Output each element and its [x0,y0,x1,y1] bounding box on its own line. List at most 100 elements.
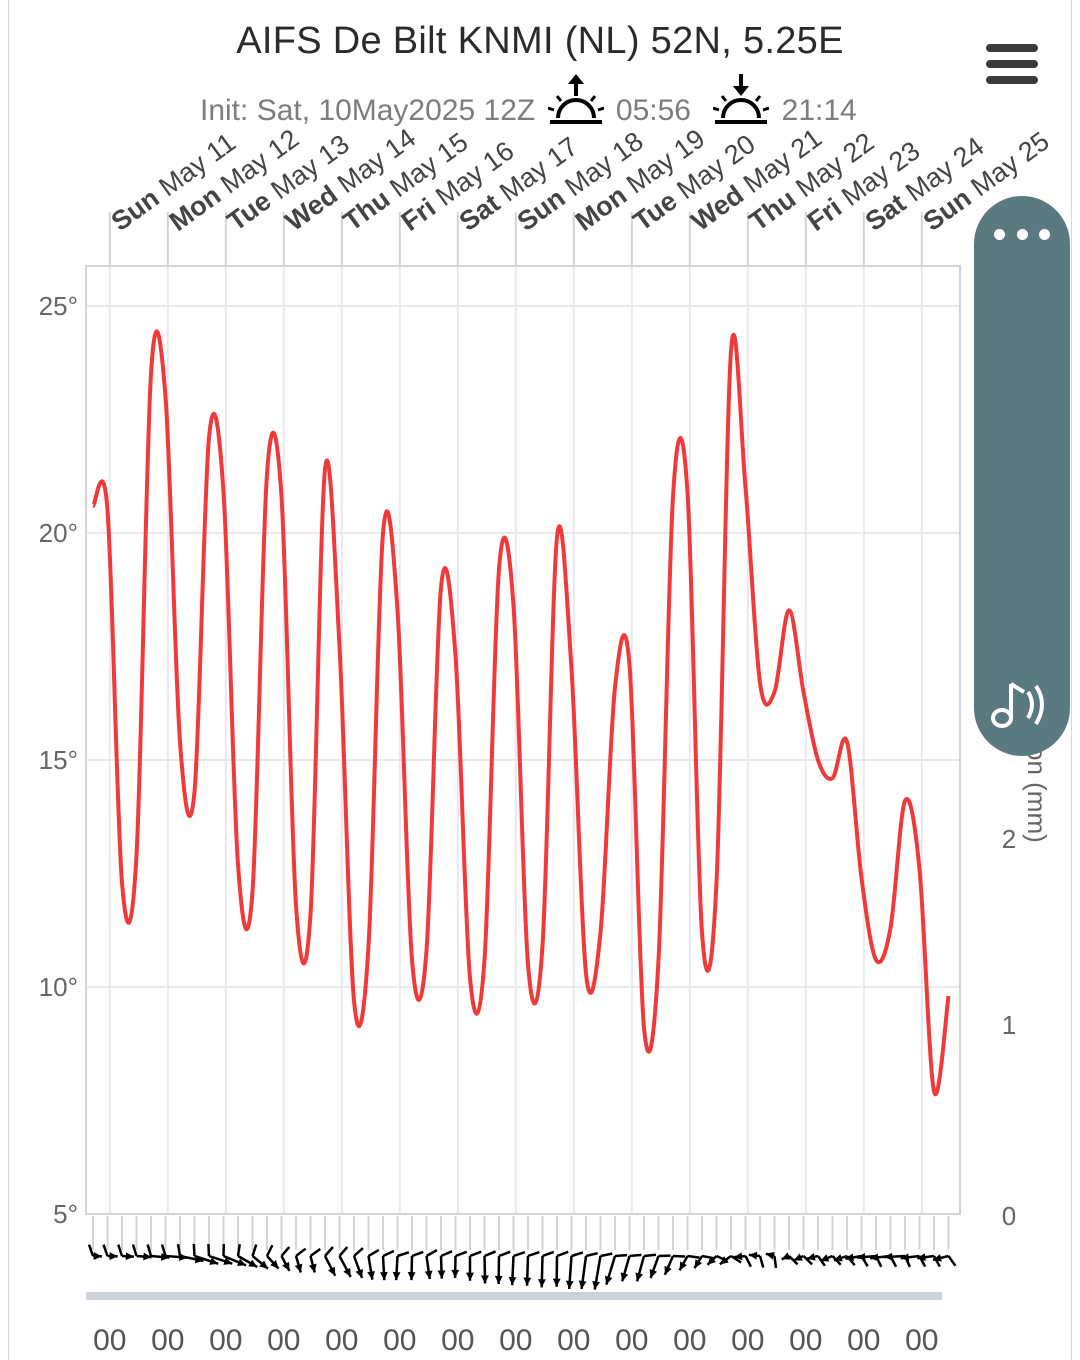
hour-tick-label: 00 [383,1324,416,1357]
wind-feather [397,1251,410,1258]
wind-arrowhead [223,1257,233,1265]
wind-arrowhead [765,1252,775,1260]
wind-feather [176,1243,182,1257]
side-panel [974,196,1070,756]
wind-arrowhead [209,1257,219,1265]
wind-feather [411,1250,424,1258]
wind-feather [469,1250,482,1258]
wind-arrowhead [407,1272,416,1281]
hour-tick-label: 00 [615,1324,648,1357]
wind-feather [556,1250,569,1258]
wind-feather [600,1252,613,1258]
wind-feather [425,1249,438,1258]
wind-arrowhead [270,1260,279,1269]
wind-arrowhead [125,1252,134,1261]
wind-feather [643,1253,657,1258]
wind-feather [309,1247,321,1258]
wind-feather [585,1251,598,1258]
wind-feather [513,1250,526,1258]
wind-arrowhead [93,1252,102,1260]
wind-arrowhead [552,1278,561,1287]
wind-arrowhead [884,1252,893,1261]
hour-tick-label: 00 [499,1324,532,1357]
y-axis-tick-label: 10° [39,972,78,1002]
init-text: Init: Sat, 10May2025 12Z [200,94,536,127]
wind-arrowhead [328,1266,336,1276]
y-axis-tick-label: 15° [39,745,78,775]
wind-feather [338,1246,349,1257]
sonification-icon[interactable] [990,678,1054,738]
wind-arrowhead [294,1263,303,1273]
y-axis-tick-label: 5° [53,1199,78,1229]
hour-tick-label: 00 [557,1324,590,1357]
chart-title: AIFS De Bilt KNMI (NL) 52N, 5.25E [236,20,844,62]
wind-arrowhead [538,1279,546,1288]
wind-feather [629,1253,642,1258]
wind-arrowhead [620,1272,629,1282]
init-info: Init: Sat, 10May2025 12Z 05:56 21:14 [200,74,857,128]
hour-tick-label: 00 [151,1324,184,1357]
y-axis-ticks: 25° 20° 15° 10° 5° [39,291,78,1229]
wind-arrowhead [248,1259,258,1267]
temperature-series-line [91,329,951,1097]
wind-arrowhead [523,1277,532,1286]
wind-feather [353,1247,364,1257]
wind-feather [160,1244,167,1257]
wind-feather [295,1247,307,1257]
grid [86,212,960,1214]
wind-arrowhead [748,1251,758,1260]
wind-arrowhead [367,1271,375,1280]
wind-feather [730,1254,742,1264]
wind-feather [701,1254,715,1260]
wind-arrowhead [857,1253,866,1261]
wind-arrowhead [109,1252,118,1260]
wind-feather [440,1250,453,1258]
wind-arrowhead [355,1269,363,1278]
wind-arrowhead [917,1253,926,1262]
right-axis-tick: 0 [1002,1201,1016,1231]
wind-arrowhead [379,1271,388,1281]
wind-feather [280,1246,291,1257]
wind-arrowhead [679,1261,687,1271]
right-axis-tick: 2 [1002,824,1016,854]
wind-arrowhead [343,1267,351,1277]
wind-arrowhead [282,1261,290,1271]
day-name: Sun [106,183,165,237]
wind-arrowhead [707,1256,716,1265]
sunrise-icon [547,74,605,128]
hour-tick-label: 00 [267,1324,300,1357]
wind-arrowhead [237,1258,247,1266]
wind-arrowhead [259,1260,268,1269]
wind-arrowhead [424,1270,433,1280]
wind-arrowhead [820,1254,830,1262]
wind-arrowhead [833,1254,843,1262]
wind-feather [324,1246,334,1257]
wind-arrowhead [900,1253,910,1262]
wind-arrowhead [719,1256,729,1265]
wind-feather [542,1250,555,1258]
hamburger-menu-icon[interactable] [986,44,1038,86]
wind-feather [947,1255,957,1267]
wind-arrowhead [635,1272,643,1282]
wind-arrowhead [664,1265,672,1275]
wind-arrowhead [565,1280,574,1289]
wind-arrowhead [781,1252,791,1260]
wind-barbs [87,1216,957,1290]
hour-tick-label: 00 [93,1324,126,1357]
wind-feather [455,1250,468,1258]
right-axis: 0 1 2 on (mm) [1002,746,1052,1231]
right-axis-label: on (mm) [1022,746,1052,843]
sunset-icon [712,74,770,128]
wind-feather [498,1250,511,1258]
wind-arrowhead [694,1259,703,1269]
y-axis-tick-label: 20° [39,518,78,548]
sunset-time: 21:14 [781,94,857,127]
hour-tick-label: 00 [789,1324,822,1357]
more-dots-icon[interactable] [994,222,1050,246]
wind-arrowhead [733,1252,743,1261]
wind-feather [207,1243,211,1257]
wind-arrowhead [793,1253,803,1261]
scrollbar-track[interactable] [86,1292,942,1300]
